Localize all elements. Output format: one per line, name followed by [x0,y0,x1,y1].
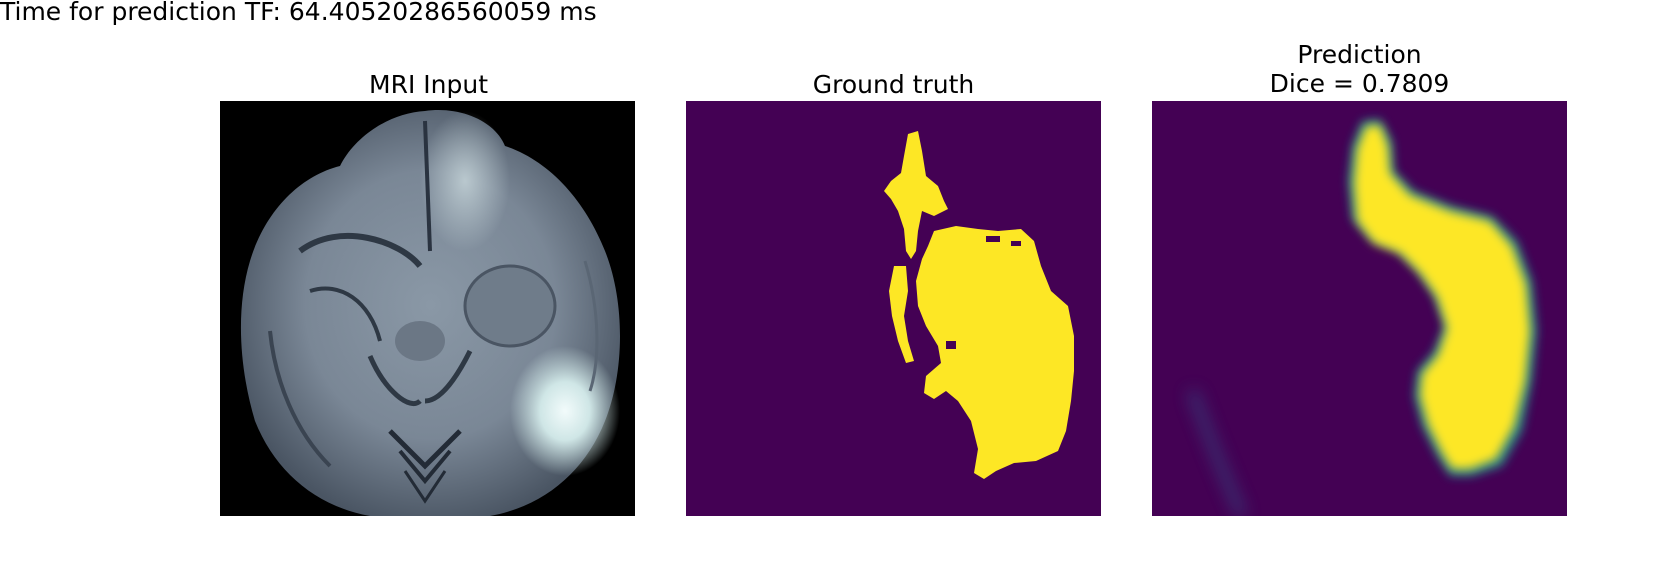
prediction-title: Prediction Dice = 0.7809 [1152,40,1567,98]
mri-input-title: MRI Input [369,70,488,99]
ground-truth-title: Ground truth [812,70,975,99]
prediction-title-line1: Prediction [1297,40,1422,69]
prediction-dice-score: Dice = 0.7809 [1269,69,1450,98]
ground-truth-image [686,101,1101,516]
mri-input-image [220,101,635,516]
prediction-time-text: Time for prediction TF: 64.4052028656005… [0,0,597,26]
prediction-image [1152,101,1567,516]
